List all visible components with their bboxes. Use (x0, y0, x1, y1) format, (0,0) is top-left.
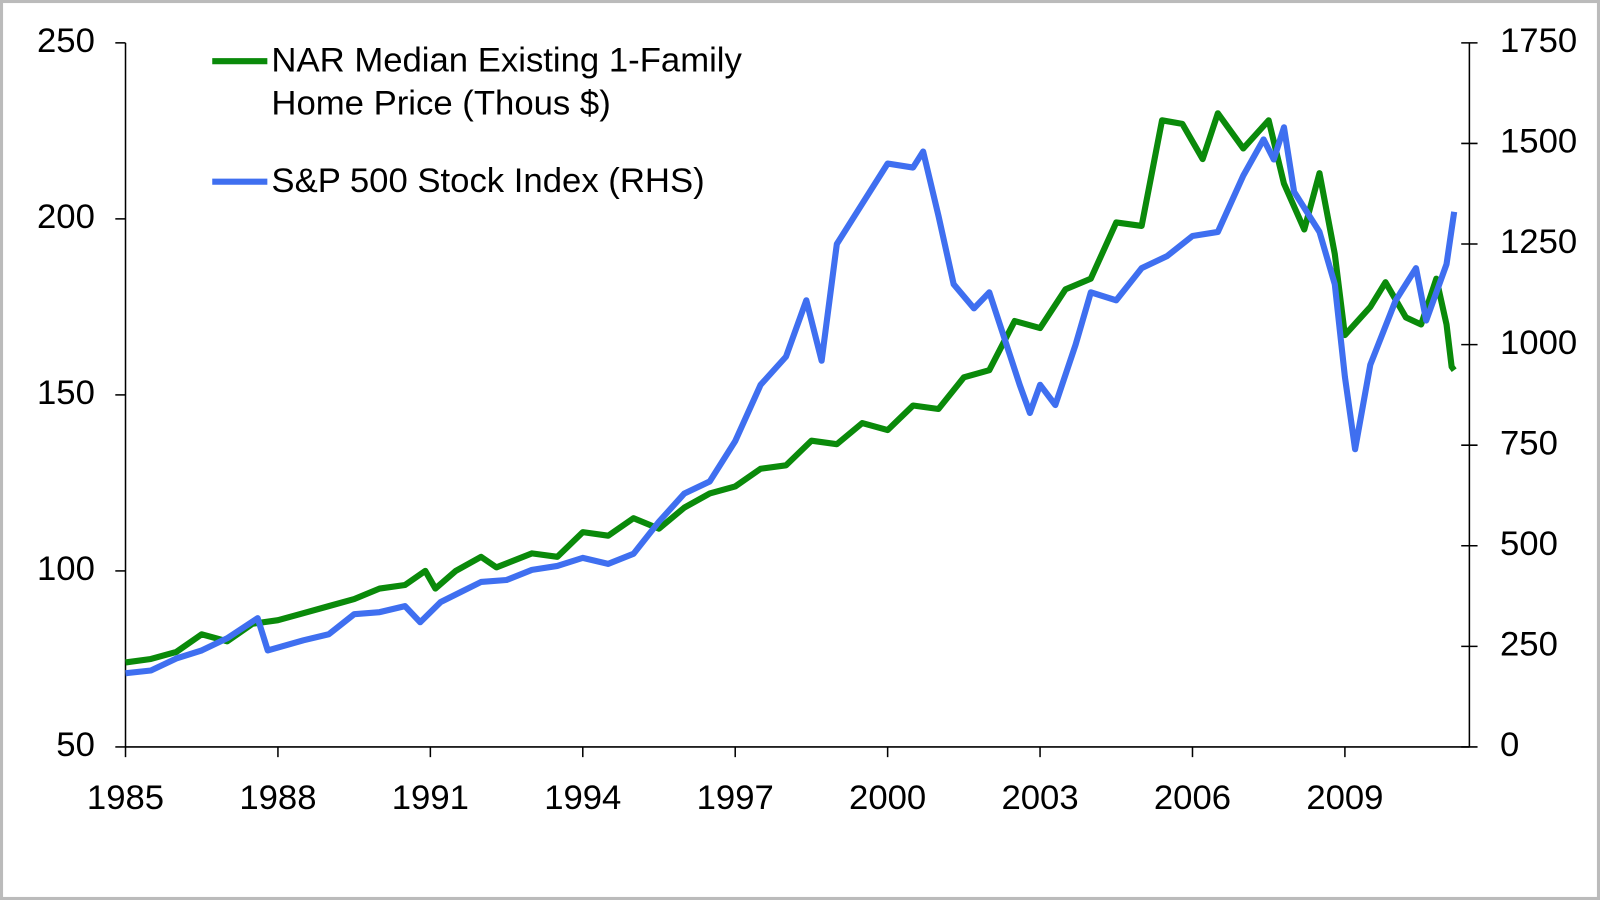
y2-tick-label: 250 (1500, 626, 1558, 664)
series-line (125, 110, 1457, 666)
legend-item: S&P 500 Stock Index (RHS) (271, 161, 705, 200)
y2-tick-label: 1000 (1500, 324, 1577, 362)
x-tick-label: 2006 (1154, 779, 1231, 817)
y2-tick-label: 1250 (1500, 223, 1577, 261)
x-tick-label: 1997 (697, 779, 774, 817)
series-line (125, 124, 1458, 677)
x-tick-label: 1985 (87, 779, 164, 817)
x-tick-label: 2000 (849, 779, 926, 817)
y2-tick-label: 0 (1500, 726, 1519, 764)
x-tick-label: 1991 (392, 779, 469, 817)
y-tick-label: 100 (37, 550, 95, 588)
x-tick-label: 2009 (1306, 779, 1383, 817)
legend-label: S&P 500 Stock Index (RHS) (271, 161, 705, 200)
y-tick-label: 50 (56, 726, 95, 764)
legend-item: NAR Median Existing 1-Family Home Price … (271, 40, 742, 123)
x-tick-label: 2003 (1001, 779, 1078, 817)
legend-label: NAR Median Existing 1-Family Home Price … (271, 40, 742, 123)
y2-tick-label: 500 (1500, 525, 1558, 563)
y-tick-label: 150 (37, 374, 95, 412)
y-tick-label: 250 (37, 22, 95, 60)
y2-tick-label: 1500 (1500, 123, 1577, 161)
y2-tick-label: 750 (1500, 424, 1558, 462)
x-tick-label: 1988 (239, 779, 316, 817)
y2-tick-label: 1750 (1500, 22, 1577, 60)
x-tick-label: 1994 (544, 779, 621, 817)
y-tick-label: 200 (37, 198, 95, 236)
